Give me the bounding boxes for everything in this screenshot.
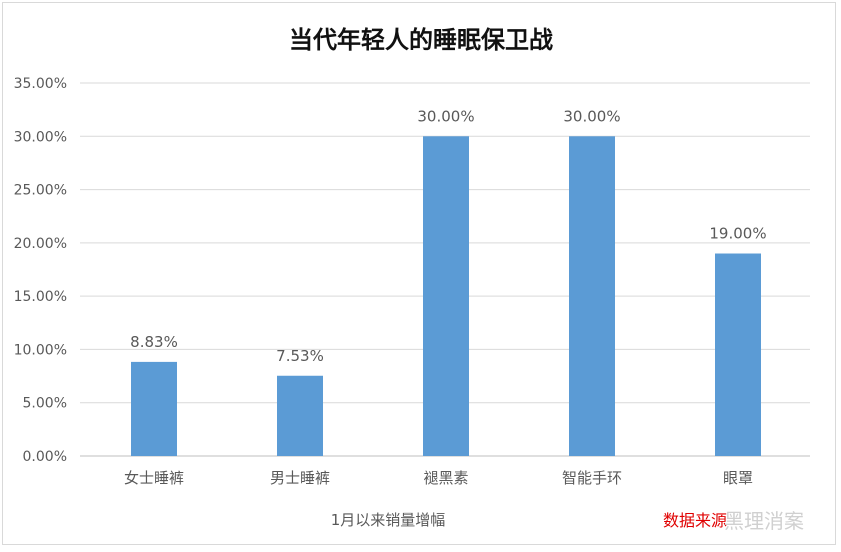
watermark-brand: 黑理消案 bbox=[724, 509, 804, 533]
category-label: 男士睡裤 bbox=[270, 469, 330, 487]
x-axis-categories: 女士睡裤 男士睡裤 褪黑素 智能手环 眼罩 bbox=[124, 469, 753, 487]
bars bbox=[131, 136, 761, 457]
chart-title: 当代年轻人的睡眠保卫战 bbox=[289, 26, 553, 54]
category-label: 褪黑素 bbox=[423, 469, 468, 487]
bar bbox=[131, 361, 177, 456]
category-label: 眼罩 bbox=[723, 469, 753, 487]
data-label: 19.00% bbox=[709, 225, 766, 243]
data-label: 30.00% bbox=[417, 107, 474, 125]
y-tick-label: 30.00% bbox=[14, 129, 67, 145]
y-tick-label: 20.00% bbox=[14, 236, 67, 252]
y-tick-label: 15.00% bbox=[14, 289, 67, 305]
data-label: 8.83% bbox=[130, 333, 178, 351]
category-label: 女士睡裤 bbox=[124, 469, 184, 487]
data-label: 7.53% bbox=[276, 347, 324, 365]
data-label: 30.00% bbox=[563, 107, 620, 125]
y-tick-label: 0.00% bbox=[23, 449, 67, 465]
source-note: 数据来源 bbox=[663, 511, 727, 530]
y-tick-label: 5.00% bbox=[23, 396, 67, 412]
x-axis-label: 1月以来销量增幅 bbox=[331, 511, 446, 529]
bar bbox=[277, 375, 323, 456]
y-tick-label: 35.00% bbox=[14, 76, 67, 92]
bar bbox=[423, 136, 469, 457]
category-label: 智能手环 bbox=[562, 469, 622, 487]
bar bbox=[715, 253, 761, 456]
y-tick-label: 25.00% bbox=[14, 183, 67, 199]
data-labels: 8.83% 7.53% 30.00% 30.00% 19.00% bbox=[130, 107, 766, 364]
bar bbox=[569, 136, 615, 457]
y-tick-label: 10.00% bbox=[14, 342, 67, 358]
y-axis-ticks: 0.00% 5.00% 10.00% 15.00% 20.00% 25.00% 30.00%… bbox=[14, 76, 67, 465]
